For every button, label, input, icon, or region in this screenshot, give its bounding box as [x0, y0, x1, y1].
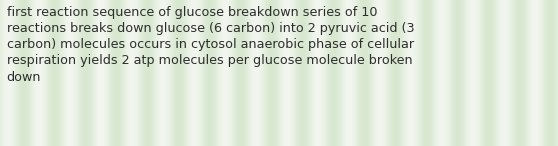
Text: first reaction sequence of glucose breakdown series of 10
reactions breaks down : first reaction sequence of glucose break… [7, 6, 415, 84]
